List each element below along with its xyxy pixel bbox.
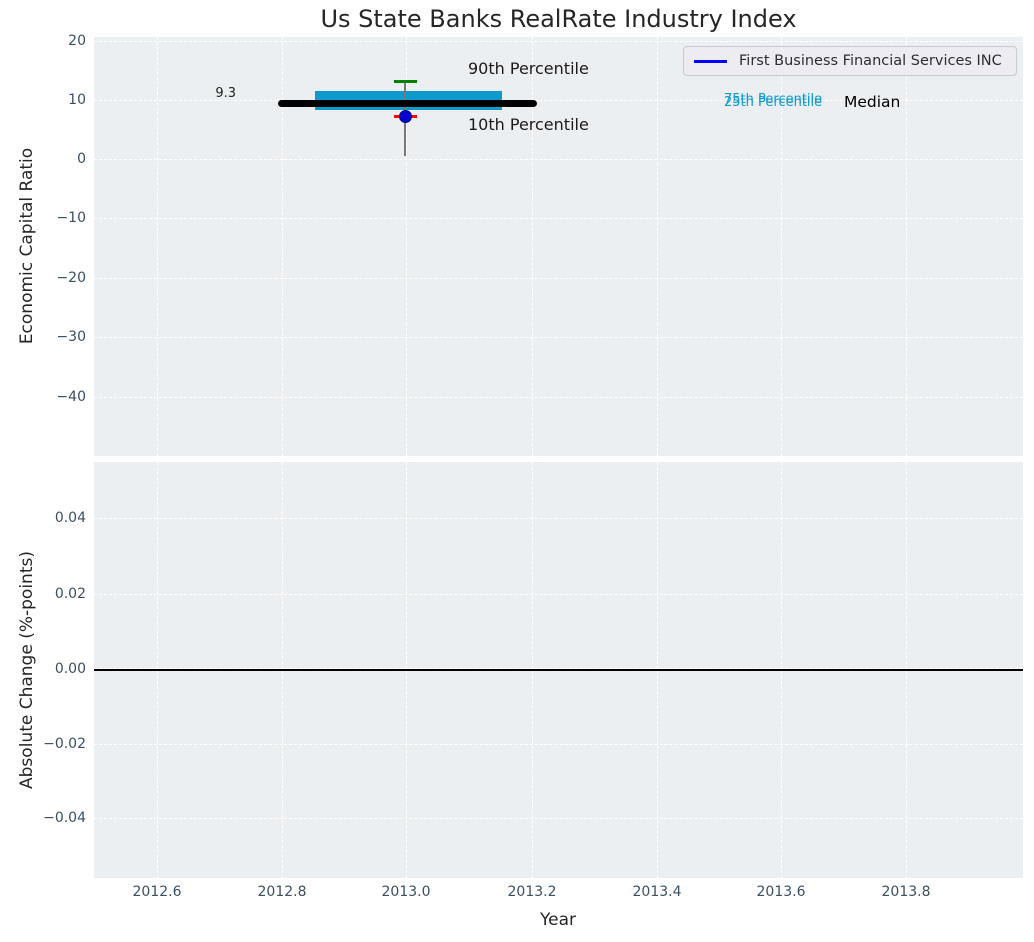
xtick: 2013.8: [881, 884, 931, 900]
gridline-vertical: [282, 37, 283, 456]
ytick-top: −20: [56, 270, 86, 286]
top-subplot-area: 9.3 90th Percentile 10th Percentile 75th…: [94, 37, 1023, 456]
gridline-vertical: [906, 37, 907, 456]
bottom-subplot-area: [94, 462, 1023, 878]
legend-label: First Business Financial Services INC: [739, 53, 1002, 69]
gridline-horizontal: [94, 218, 1023, 219]
ytick-top: 10: [68, 92, 86, 108]
annotation-median: Median: [844, 93, 901, 111]
company-data-point: [399, 110, 412, 123]
xtick: 2013.0: [381, 884, 431, 900]
gridline-horizontal: [94, 337, 1023, 338]
gridline-horizontal: [94, 744, 1023, 745]
annotation-10th-percentile: 10th Percentile: [468, 115, 589, 134]
ytick-bottom: 0.04: [54, 510, 86, 526]
legend: First Business Financial Services INC: [683, 46, 1017, 76]
zero-reference-line: [94, 669, 1023, 671]
bottom-yaxis-label: Absolute Change (%-points): [17, 551, 37, 789]
annotation-25th-percentile: 25th Percentile: [724, 95, 823, 110]
gridline-horizontal: [94, 668, 1023, 669]
gridline-horizontal: [94, 594, 1023, 595]
legend-line-swatch: [694, 59, 727, 63]
xtick: 2013.4: [632, 884, 682, 900]
ytick-top: 0: [77, 151, 86, 167]
ytick-bottom: −0.02: [43, 736, 86, 752]
median-line: [278, 100, 537, 107]
ytick-top: −10: [56, 210, 86, 226]
xtick: 2012.6: [132, 884, 182, 900]
gridline-vertical: [657, 37, 658, 456]
ytick-bottom: 0.00: [54, 661, 86, 677]
xtick: 2012.8: [257, 884, 307, 900]
ytick-bottom: 0.02: [54, 586, 86, 602]
gridline-vertical: [532, 37, 533, 456]
top-yaxis-label: Economic Capital Ratio: [17, 147, 37, 345]
xaxis-label: Year: [540, 910, 576, 930]
gridline-vertical: [781, 37, 782, 456]
gridline-vertical: [406, 37, 407, 456]
gridline-horizontal: [94, 518, 1023, 519]
gridline-horizontal: [94, 278, 1023, 279]
chart-title: Us State Banks RealRate Industry Index: [320, 5, 797, 33]
percentile-90-cap: [394, 80, 417, 83]
xtick: 2013.2: [507, 884, 557, 900]
gridline-vertical: [157, 37, 158, 456]
gridline-horizontal: [94, 100, 1023, 101]
ytick-top: −30: [56, 329, 86, 345]
annotation-75th-percentile: 75th Percentile: [724, 92, 823, 107]
gridline-horizontal: [94, 159, 1023, 160]
xtick: 2013.6: [756, 884, 806, 900]
ytick-top: 20: [68, 33, 86, 49]
ytick-bottom: −0.04: [43, 810, 86, 826]
gridline-horizontal: [94, 397, 1023, 398]
median-value-label: 9.3: [215, 86, 236, 101]
annotation-90th-percentile: 90th Percentile: [468, 59, 589, 78]
gridline-horizontal: [94, 41, 1023, 42]
ytick-top: −40: [56, 389, 86, 405]
gridline-horizontal: [94, 818, 1023, 819]
